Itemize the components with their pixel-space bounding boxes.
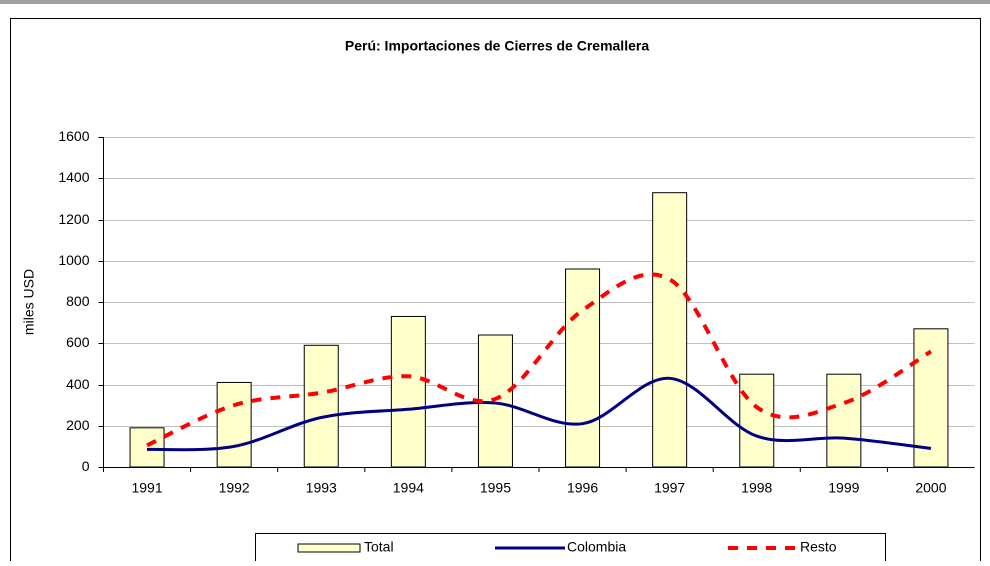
y-tick-label: 200 — [66, 417, 90, 433]
bar — [652, 192, 688, 468]
x-tick-label: 1995 — [480, 480, 511, 496]
x-tick-label: 1994 — [393, 480, 424, 496]
bar — [565, 268, 601, 468]
x-tick-label: 1996 — [567, 480, 598, 496]
top-band — [0, 0, 990, 4]
y-tick-label: 800 — [66, 293, 90, 309]
y-axis-label: miles USD — [21, 269, 37, 335]
chart-border — [10, 18, 981, 561]
x-tick-label: 2000 — [915, 480, 946, 496]
x-tick-label: 1999 — [828, 480, 859, 496]
x-tick-label: 1998 — [741, 480, 772, 496]
y-tick-label: 0 — [82, 458, 90, 474]
legend-label: Resto — [800, 539, 837, 555]
bar — [303, 344, 339, 468]
x-tick-label: 1992 — [219, 480, 250, 496]
line-series — [146, 376, 932, 452]
y-tick-label: 600 — [66, 334, 90, 350]
legend-label: Total — [364, 539, 394, 555]
y-tick-label: 1600 — [58, 128, 89, 144]
y-tick-label: 1000 — [58, 252, 89, 268]
legend-swatch — [297, 543, 361, 553]
legend-label: Colombia — [567, 539, 626, 555]
line-series — [146, 272, 932, 448]
y-tick-label: 400 — [66, 376, 90, 392]
bar — [826, 373, 862, 468]
chart-title: Perú: Importaciones de Cierres de Cremal… — [345, 38, 649, 54]
bar — [216, 381, 252, 468]
bar — [129, 427, 165, 468]
x-tick-label: 1991 — [131, 480, 162, 496]
x-tick-label: 1997 — [654, 480, 685, 496]
y-tick-label: 1400 — [58, 169, 89, 185]
y-tick-label: 1200 — [58, 211, 89, 227]
bar — [390, 315, 426, 468]
bar — [739, 373, 775, 468]
x-tick-label: 1993 — [306, 480, 337, 496]
